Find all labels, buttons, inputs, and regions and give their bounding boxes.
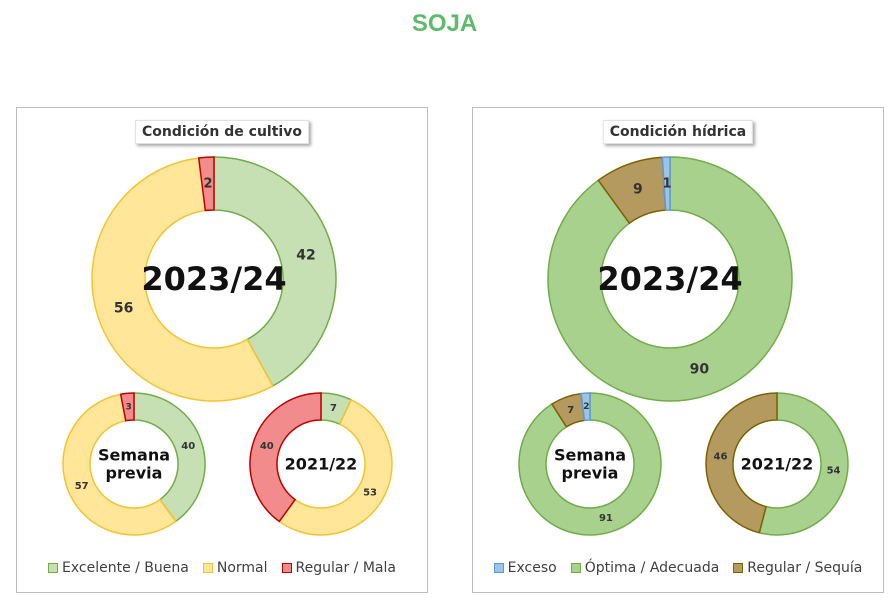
donut-slice — [213, 156, 337, 387]
legend-item-excelente-buena: Excelente / Buena — [48, 560, 189, 576]
legend-water-condition: Exceso Óptima / Adecuada Regular / Sequí… — [473, 560, 883, 576]
data-label: 42 — [296, 247, 315, 263]
center-label: previa — [562, 464, 619, 483]
donut-slice — [580, 392, 591, 422]
donut-slice — [661, 156, 671, 211]
data-label: 1 — [662, 177, 671, 192]
data-label: 54 — [827, 466, 841, 477]
legend-crop-condition: Excelente / Buena Normal Regular / Mala — [17, 560, 427, 576]
donut-slice — [547, 156, 793, 402]
panel-title-water-condition: Condición hídrica — [602, 120, 754, 144]
center-label: 2023/24 — [597, 260, 742, 298]
donut-slice — [62, 393, 177, 536]
legend-label: Normal — [216, 560, 268, 576]
donut-slice — [91, 157, 274, 402]
center-label: previa — [106, 464, 163, 483]
legend-label: Regular / Mala — [295, 560, 396, 576]
legend-swatch — [281, 563, 292, 573]
center-label: 2021/22 — [285, 455, 358, 474]
panel-crop-condition: 42 56 2 2023/24 40 57 3 Semana previa 7 53 40 2021/2… — [16, 107, 428, 593]
donut-slice — [197, 156, 215, 212]
legend-label: Óptima / Adecuada — [584, 560, 720, 576]
data-label: 3 — [126, 402, 132, 412]
panel-water-condition: 90 9 1 2023/24 91 7 2 Semana previa 54 46 2021/22 C… — [472, 107, 884, 593]
panel-title-crop-condition: Condición de cultivo — [135, 120, 309, 144]
donut-slice — [518, 392, 662, 536]
center-label: 2023/24 — [141, 260, 286, 298]
legend-item-regular-mala: Regular / Mala — [281, 560, 396, 576]
legend-swatch — [570, 563, 581, 573]
data-label: 40 — [181, 441, 195, 452]
donut-slice — [278, 398, 393, 536]
data-label: 90 — [690, 361, 710, 377]
legend-item-normal: Normal — [202, 560, 268, 576]
center-label: Semana — [554, 445, 626, 464]
data-label: 2 — [204, 177, 213, 192]
donut-slice — [249, 392, 322, 523]
donut-slice — [758, 392, 849, 536]
legend-swatch — [493, 563, 504, 573]
legend-item-exceso: Exceso — [493, 560, 557, 576]
center-label: Semana — [98, 445, 170, 464]
legend-label: Excelente / Buena — [62, 560, 189, 576]
center-label: 2021/22 — [741, 455, 814, 474]
data-label: 46 — [713, 451, 727, 462]
data-label: 56 — [114, 300, 133, 316]
donut-slice — [705, 392, 778, 534]
legend-label: Regular / Sequía — [747, 560, 863, 576]
donut-slice — [133, 392, 206, 523]
donut-slice — [119, 392, 135, 422]
data-label: 40 — [260, 441, 274, 452]
data-label: 7 — [330, 403, 337, 414]
data-label: 7 — [567, 405, 574, 416]
legend-swatch — [48, 563, 59, 573]
main-title: SOJA — [411, 10, 478, 37]
data-label: 57 — [75, 481, 89, 492]
legend-label: Exceso — [507, 560, 557, 576]
legend-swatch — [202, 563, 213, 573]
legend-swatch — [733, 563, 744, 573]
data-label: 2 — [583, 402, 589, 412]
data-label: 9 — [633, 182, 643, 198]
legend-item-optima: Óptima / Adecuada — [570, 560, 720, 576]
legend-item-sequia: Regular / Sequía — [733, 560, 862, 576]
data-label: 91 — [599, 513, 613, 524]
data-label: 53 — [363, 488, 377, 499]
